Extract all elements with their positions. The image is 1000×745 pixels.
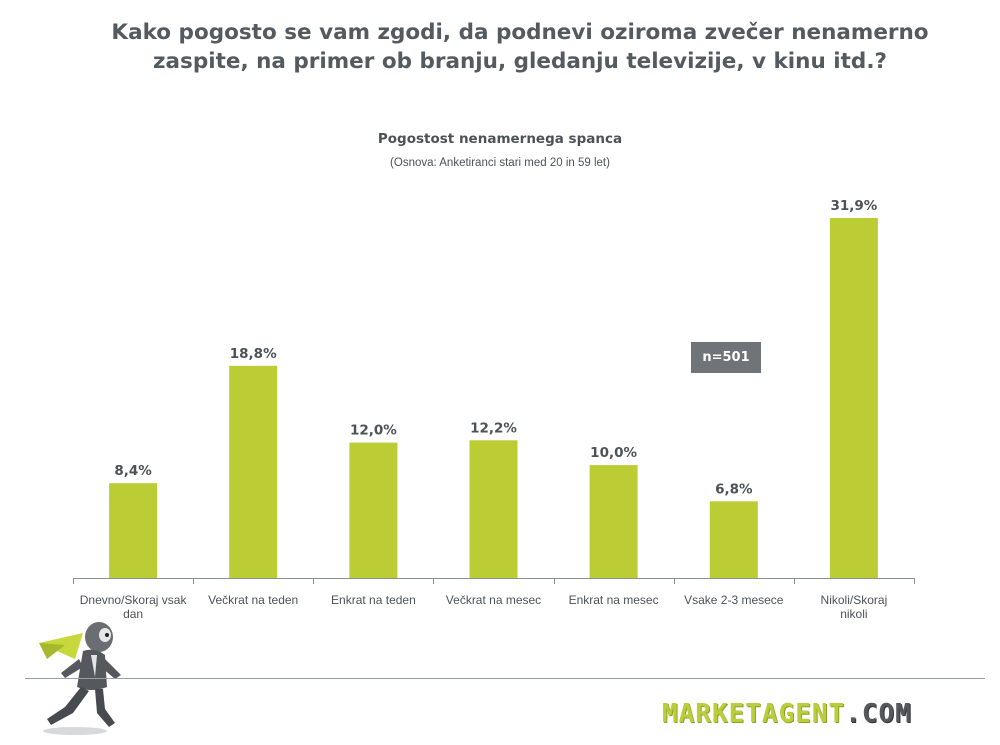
footer-divider: [25, 678, 985, 679]
x-tick-label: Večkrat na mesec: [446, 593, 541, 607]
x-tick-label: Enkrat na mesec: [569, 593, 659, 607]
x-tick-label: Vsake 2-3 mesece: [684, 593, 784, 607]
bar-chart: 8,4% Dnevno/Skoraj vsak dan 18,8% Večkrat na…: [73, 198, 915, 621]
x-tick-label: Večkrat na teden: [208, 593, 298, 607]
bar: [589, 465, 638, 578]
sample-size-badge: n=501: [691, 342, 761, 373]
marketagent-logo: MARKETAGENT.COM: [662, 699, 912, 729]
running-man-mascot-icon: [39, 622, 121, 735]
bar-value-label: 8,4%: [114, 463, 152, 479]
bar: [469, 440, 518, 578]
x-tick-label: Enkrat na teden: [331, 593, 416, 607]
bar: [229, 365, 278, 578]
chart-subtitle: (Osnova: Anketiranci stari med 20 in 59 …: [390, 157, 610, 169]
bar-value-label: 18,8%: [230, 346, 277, 362]
x-tick-label: Nikoli/Skoraj nikoli: [821, 593, 888, 621]
page-headline: Kako pogosto se vam zgodi, da podnevi oz…: [111, 20, 929, 74]
chart-title: Pogostost nenamernega spanca: [377, 131, 623, 147]
bar: [109, 483, 158, 578]
bar: [349, 442, 398, 578]
bar-value-label: 31,9%: [830, 198, 877, 214]
bar-value-label: 6,8%: [715, 481, 753, 497]
bar-value-label: 10,0%: [590, 445, 637, 461]
x-tick-label: Dnevno/Skoraj vsak dan: [80, 593, 188, 621]
bar-value-label: 12,2%: [470, 420, 517, 436]
bar: [709, 501, 758, 578]
bar: [829, 218, 878, 578]
bar-value-label: 12,0%: [350, 423, 397, 439]
